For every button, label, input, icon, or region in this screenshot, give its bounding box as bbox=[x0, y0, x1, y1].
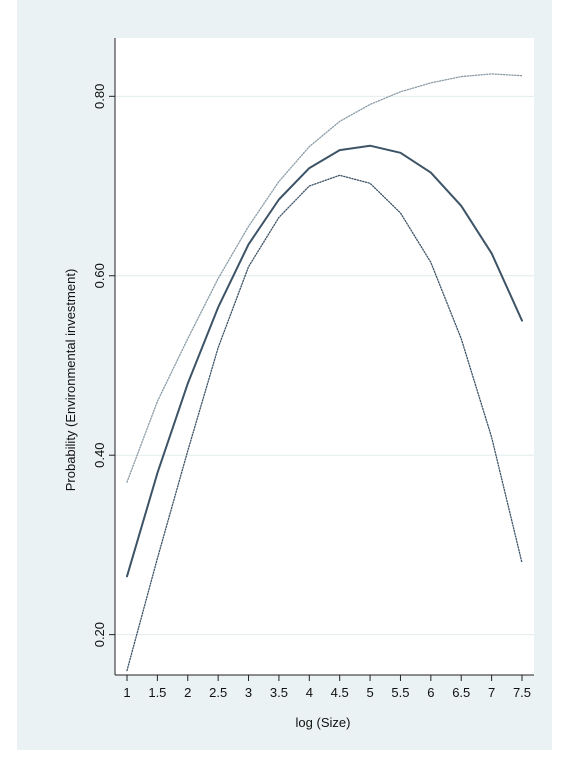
x-tick-label: 5 bbox=[366, 685, 373, 700]
x-tick-label: 6 bbox=[427, 685, 434, 700]
y-tick-label: 0.80 bbox=[92, 84, 107, 109]
x-tick-label: 4.5 bbox=[331, 685, 349, 700]
plot-area bbox=[115, 38, 534, 675]
x-tick-label: 3.5 bbox=[270, 685, 288, 700]
grid-lines bbox=[115, 95, 534, 636]
x-tick-label: 5.5 bbox=[391, 685, 409, 700]
axes bbox=[114, 38, 534, 676]
series-line-estimate bbox=[126, 144, 523, 578]
series-line-upper-ci bbox=[126, 73, 523, 483]
x-tick-label: 1 bbox=[123, 685, 130, 700]
y-axis-title: Probability (Environmental investment) bbox=[63, 269, 78, 492]
y-tick-label: 0.60 bbox=[92, 263, 107, 288]
ticks: 0.20 0.40 0.60 0.80 1 1.5 2 2.5 3 3.5 4 4.5 5 5.5 6 6.5… bbox=[92, 84, 531, 700]
x-tick-label: 2 bbox=[184, 685, 191, 700]
x-tick-label: 4 bbox=[306, 685, 313, 700]
x-tick-label: 3 bbox=[245, 685, 252, 700]
chart-svg: 0.20 0.40 0.60 0.80 1 1.5 2 2.5 3 3.5 4 4.5 5 5.5 6 6.5… bbox=[63, 38, 534, 730]
x-tick-label: 1.5 bbox=[148, 685, 166, 700]
x-axis-title: log (Size) bbox=[296, 715, 351, 730]
x-tick-label: 7.5 bbox=[513, 685, 531, 700]
x-tick-label: 7 bbox=[488, 685, 495, 700]
x-tick-label: 6.5 bbox=[452, 685, 470, 700]
y-tick-label: 0.20 bbox=[92, 622, 107, 647]
x-tick-label: 2.5 bbox=[209, 685, 227, 700]
y-tick-label: 0.40 bbox=[92, 443, 107, 468]
series-lines bbox=[126, 73, 523, 672]
chart-figure: 0.20 0.40 0.60 0.80 1 1.5 2 2.5 3 3.5 4 4.5 5 5.5 6 6.5… bbox=[17, 0, 552, 750]
series-line-lower-ci bbox=[126, 174, 523, 672]
